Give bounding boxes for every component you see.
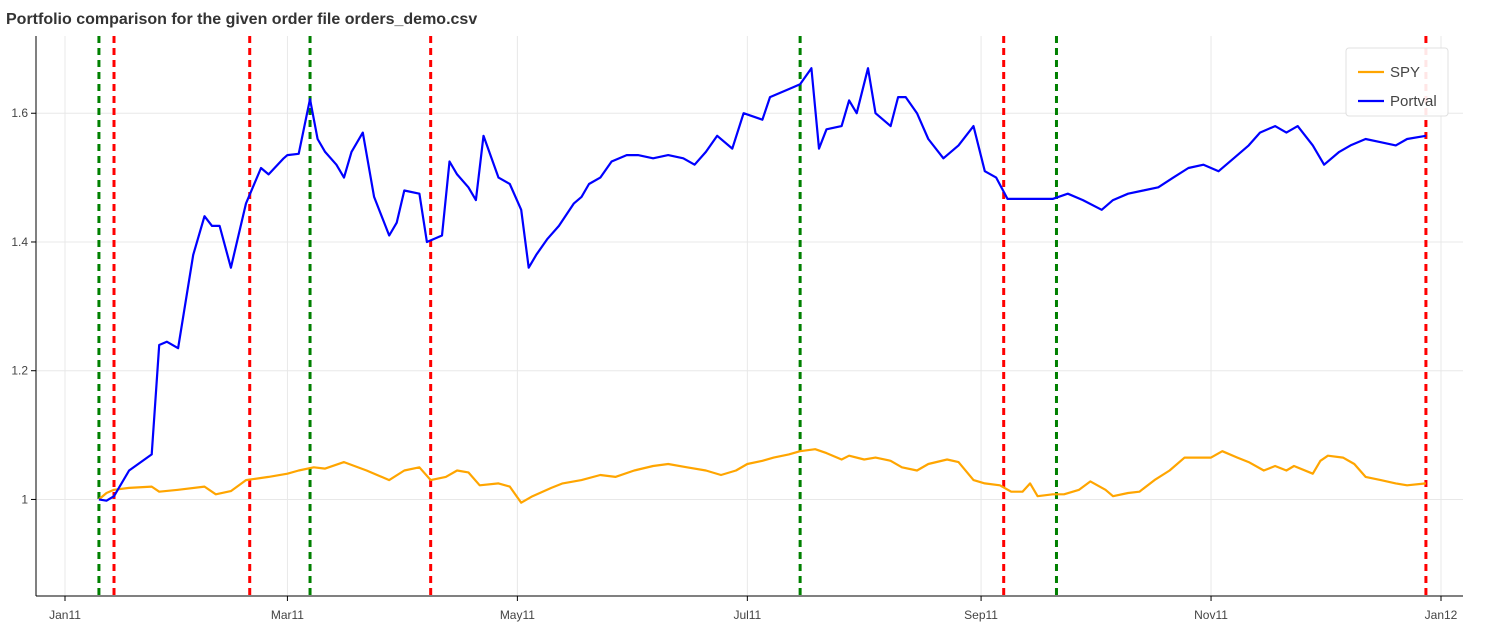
x-tick-label: Jul11 (733, 608, 761, 622)
vertical-markers (97, 36, 1428, 596)
series-lines (98, 67, 1427, 504)
axes: Jan11 Mar11 May11 Jul11 Sep11 Nov11 Jan12 1 1.2 1… (11, 36, 1463, 622)
series-line-portval (98, 67, 1427, 502)
y-tick-label: 1.6 (11, 106, 28, 120)
legend: SPY Portval (1345, 47, 1449, 117)
y-tick-label: 1.4 (11, 235, 28, 249)
y-tick-label: 1.2 (11, 364, 28, 378)
y-tick-label: 1 (21, 492, 28, 506)
x-tick-label: May11 (500, 608, 535, 622)
x-tick-label: Jan11 (49, 608, 81, 622)
legend-label-portval: Portval (1390, 93, 1437, 110)
grid (36, 36, 1463, 596)
x-tick-label: Mar11 (271, 608, 304, 622)
x-tick-label: Nov11 (1194, 608, 1228, 622)
series-line-spy (98, 448, 1427, 504)
x-tick-label: Jan12 (1425, 608, 1458, 622)
chart-title: Portfolio comparison for the given order… (6, 11, 477, 28)
x-tick-label: Sep11 (964, 608, 998, 622)
legend-label-spy: SPY (1390, 64, 1420, 81)
legend-box (1345, 47, 1449, 117)
